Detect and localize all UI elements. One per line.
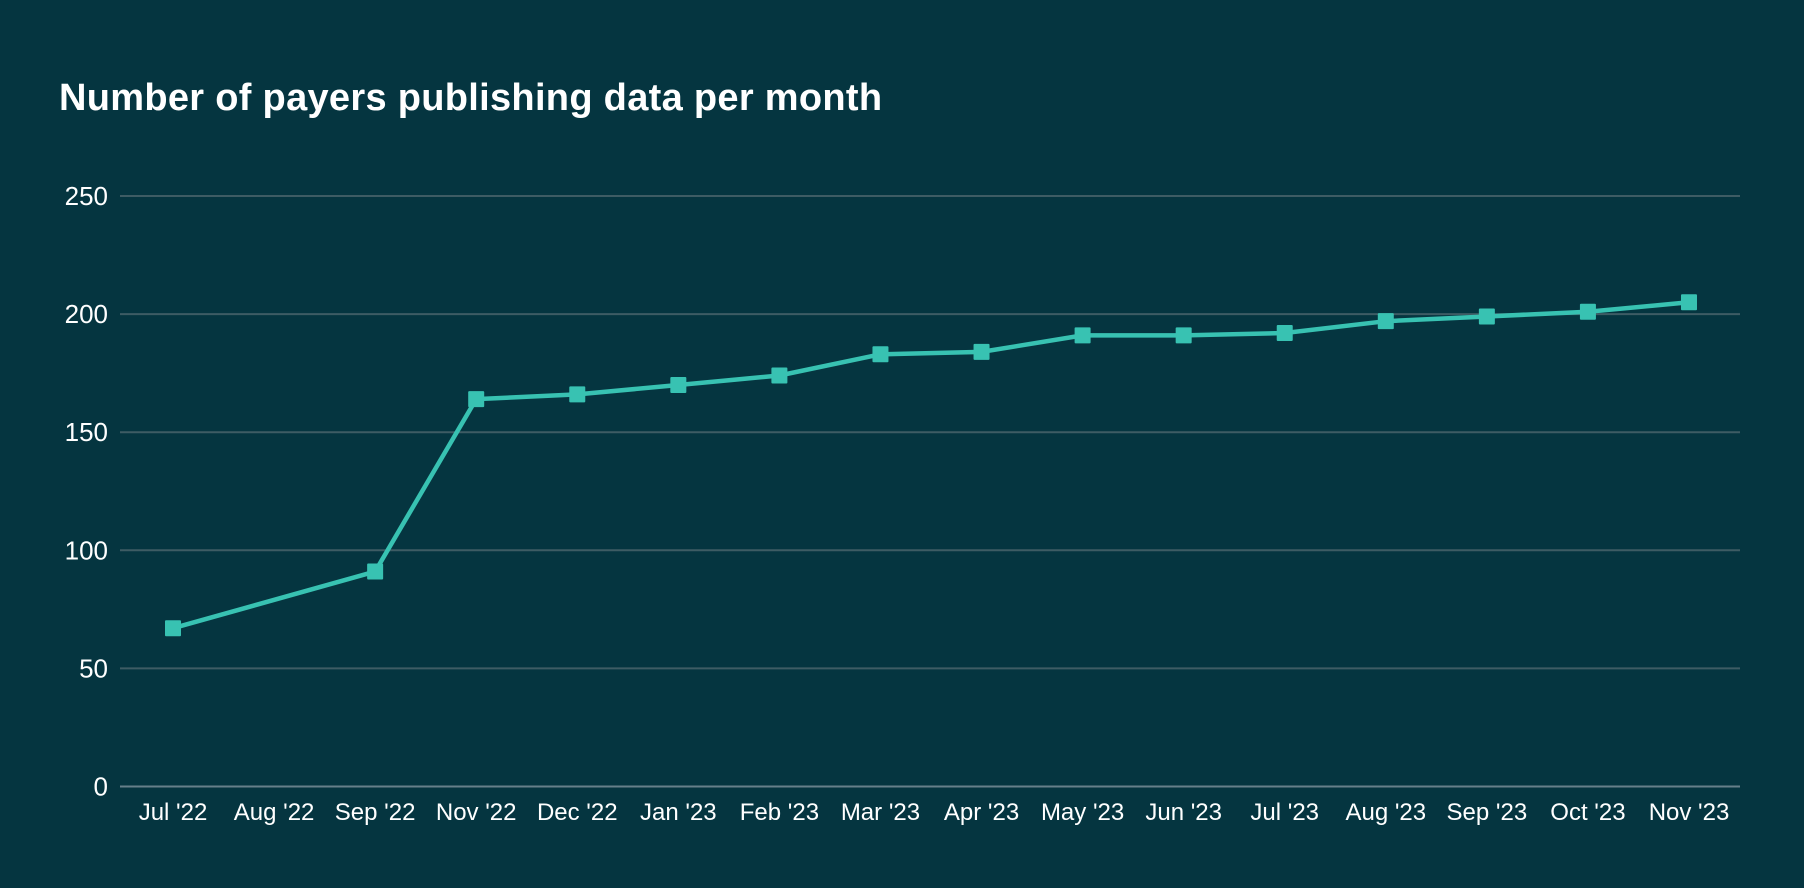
- x-axis-tick-label: Aug '23: [1345, 799, 1426, 826]
- data-point-marker[interactable]: [468, 391, 485, 408]
- data-point-marker[interactable]: [973, 343, 990, 360]
- y-axis-tick-label: 50: [79, 653, 108, 683]
- x-axis-tick-label: Jul '22: [139, 799, 208, 826]
- x-axis-tick-label: Jul '23: [1250, 799, 1319, 826]
- chart-title: Number of payers publishing data per mon…: [59, 77, 883, 119]
- x-axis-tick-label: Nov '22: [436, 799, 517, 826]
- x-axis-tick-label: Oct '23: [1550, 799, 1625, 826]
- data-point-marker[interactable]: [872, 346, 889, 363]
- y-axis-tick-label: 0: [94, 772, 108, 802]
- data-point-marker[interactable]: [1175, 327, 1192, 344]
- data-point-marker[interactable]: [1276, 324, 1293, 341]
- data-point-marker[interactable]: [165, 620, 181, 637]
- data-point-marker[interactable]: [1074, 327, 1091, 344]
- data-point-marker[interactable]: [569, 386, 586, 403]
- y-axis-tick-label: 250: [65, 181, 108, 211]
- x-axis-tick-label: Aug '22: [234, 799, 315, 826]
- x-axis-tick-label: Jan '23: [640, 799, 717, 826]
- x-axis-tick-label: Jun '23: [1145, 799, 1222, 826]
- data-point-marker[interactable]: [1579, 303, 1596, 320]
- data-point-marker[interactable]: [1478, 308, 1495, 325]
- x-axis-tick-label: Dec '22: [537, 799, 618, 826]
- y-axis-tick-label: 200: [65, 299, 108, 329]
- x-axis-tick-label: Apr '23: [944, 799, 1019, 826]
- data-series-line: [170, 300, 1692, 631]
- x-axis-tick-label: Sep '23: [1447, 799, 1528, 826]
- data-point-marker[interactable]: [1377, 313, 1394, 330]
- data-point-marker[interactable]: [367, 563, 384, 580]
- data-point-marker[interactable]: [670, 376, 687, 393]
- x-axis-tick-label: Feb '23: [740, 799, 819, 826]
- x-axis-tick-label: Sep '22: [335, 799, 416, 826]
- x-axis-tick-label: Nov '23: [1649, 799, 1730, 826]
- y-axis-tick-label: 150: [65, 417, 108, 447]
- x-axis-tick-label: May '23: [1041, 799, 1124, 826]
- data-point-marker[interactable]: [1681, 294, 1697, 311]
- data-point-marker[interactable]: [771, 367, 788, 384]
- y-axis-tick-label: 100: [65, 535, 108, 565]
- x-axis-tick-label: Mar '23: [841, 799, 920, 826]
